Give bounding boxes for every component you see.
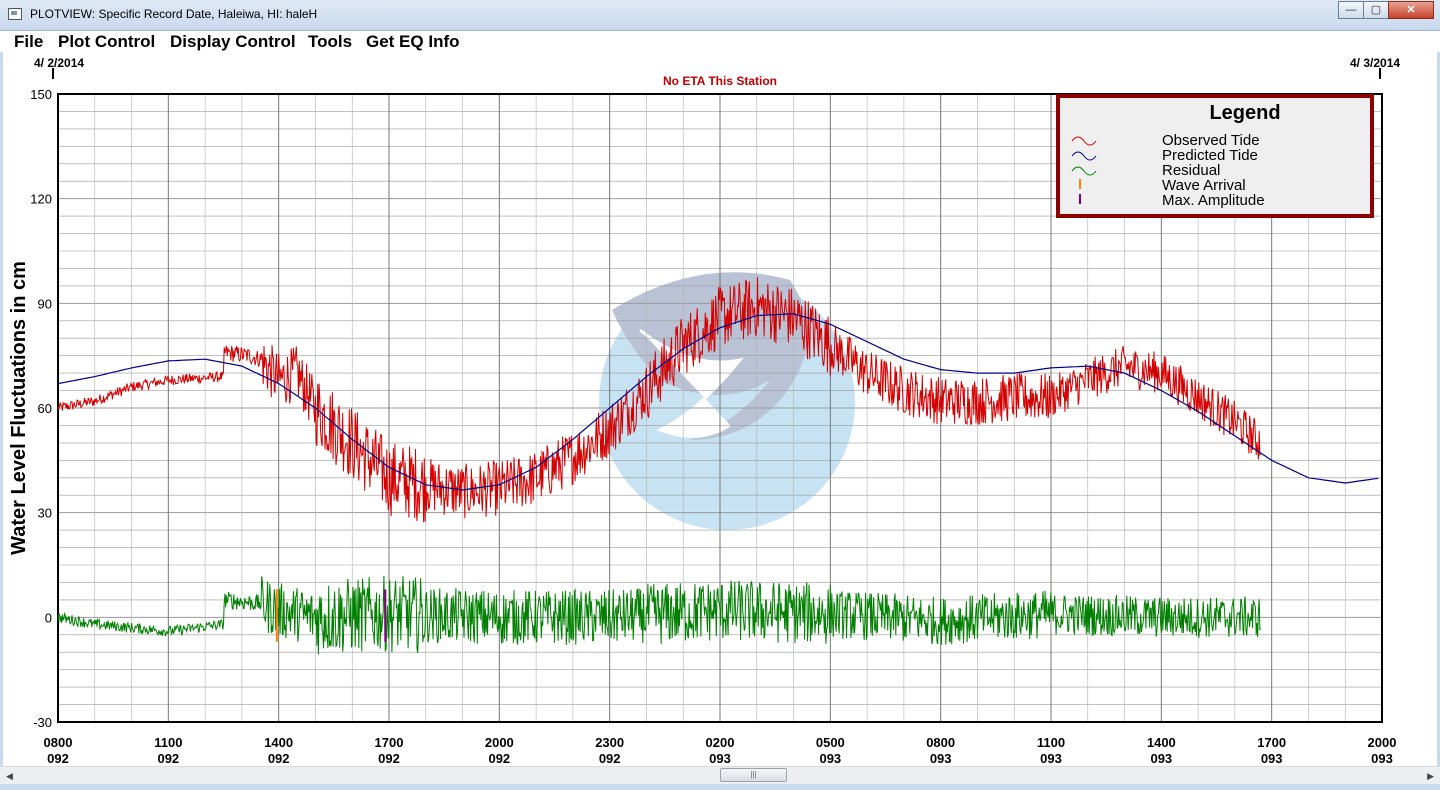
menu-bar: File Plot Control Display Control Tools … [0, 31, 1440, 52]
x-tick-time: 1100 [154, 735, 182, 750]
eta-notice: No ETA This Station [663, 74, 777, 88]
y-tick-label: 30 [38, 506, 52, 521]
x-tick-time: 2000 [1368, 735, 1397, 750]
scroll-thumb[interactable]: ||| [720, 768, 787, 782]
legend-predicted-swatch [1071, 151, 1097, 161]
date-right-label: 4/ 3/2014 [1350, 56, 1400, 70]
x-tick-day: 093 [930, 751, 952, 766]
horizontal-scrollbar[interactable]: ◀ ||| ▶ [0, 766, 1440, 785]
window-border-right [1437, 52, 1440, 790]
x-tick-day: 093 [819, 751, 841, 766]
x-tick-day: 093 [709, 751, 731, 766]
y-tick-label: -30 [33, 715, 52, 730]
observed-tide-line [57, 277, 1262, 523]
minimize-button[interactable]: — [1338, 1, 1364, 19]
x-tick-day: 092 [378, 751, 400, 766]
x-tick-day: 092 [268, 751, 290, 766]
x-tick-time: 2300 [595, 735, 624, 750]
legend-item-wave-arrival: Wave Arrival [1162, 177, 1246, 194]
title-bar: PLOTVIEW: Specific Record Date, Haleiwa,… [0, 0, 1440, 31]
x-tick-day: 093 [1261, 751, 1283, 766]
y-tick-label: 90 [38, 296, 52, 311]
menu-plot-control[interactable]: Plot Control [58, 32, 156, 51]
y-tick-label: 150 [30, 87, 52, 102]
x-tick-time: 2000 [485, 735, 514, 750]
y-axis-ticks: 150 120 90 60 30 0 -30 [30, 87, 52, 730]
scroll-left-arrow-icon[interactable]: ◀ [6, 771, 13, 781]
x-tick-time: 1400 [264, 735, 293, 750]
x-tick-day: 093 [1371, 751, 1393, 766]
app-icon[interactable] [8, 8, 22, 20]
legend[interactable]: Legend Observed Tide Predicted Tide Resi… [1056, 94, 1374, 218]
y-axis-label: Water Level Fluctuations in cm [8, 261, 30, 555]
maximize-button[interactable]: ▢ [1363, 1, 1389, 19]
x-axis-ticks: 0800092110009214000921700092200009223000… [44, 735, 1397, 766]
predicted-tide-line [57, 313, 1379, 491]
x-tick-time: 0800 [926, 735, 955, 750]
scroll-right-arrow-icon[interactable]: ▶ [1427, 771, 1434, 781]
legend-item-max-amplitude: Max. Amplitude [1162, 192, 1265, 209]
x-tick-day: 092 [47, 751, 69, 766]
legend-title: Legend [1209, 102, 1280, 124]
legend-box [1056, 94, 1374, 218]
x-tick-time: 1100 [1037, 735, 1065, 750]
y-tick-label: 60 [38, 401, 52, 416]
x-tick-time: 1400 [1147, 735, 1176, 750]
residual-line [57, 575, 1262, 655]
x-tick-time: 0800 [44, 735, 73, 750]
menu-file[interactable]: File [14, 32, 44, 51]
x-tick-day: 093 [1150, 751, 1172, 766]
y-tick-label: 0 [45, 610, 52, 625]
x-tick-day: 092 [599, 751, 621, 766]
x-tick-time: 0500 [816, 735, 845, 750]
x-tick-time: 1700 [1257, 735, 1286, 750]
window-border-bottom [0, 784, 1440, 790]
x-tick-time: 0200 [706, 735, 735, 750]
legend-item-predicted: Predicted Tide [1162, 147, 1258, 164]
x-tick-time: 1700 [375, 735, 404, 750]
window-title: PLOTVIEW: Specific Record Date, Haleiwa,… [30, 7, 318, 21]
x-tick-day: 092 [488, 751, 510, 766]
x-tick-day: 092 [157, 751, 179, 766]
menu-get-eq-info[interactable]: Get EQ Info [366, 32, 460, 51]
legend-item-observed: Observed Tide [1162, 132, 1260, 149]
legend-observed-swatch [1071, 136, 1097, 146]
menu-tools[interactable]: Tools [308, 32, 353, 51]
window-border-left [0, 52, 3, 790]
menu-display-control[interactable]: Display Control [170, 32, 296, 51]
x-tick-day: 093 [1040, 751, 1062, 766]
legend-item-residual: Residual [1162, 162, 1220, 179]
close-button[interactable]: ✕ [1388, 1, 1434, 19]
y-tick-label: 120 [30, 192, 52, 207]
date-left-label: 4/ 2/2014 [34, 56, 84, 70]
legend-residual-swatch [1071, 166, 1097, 176]
